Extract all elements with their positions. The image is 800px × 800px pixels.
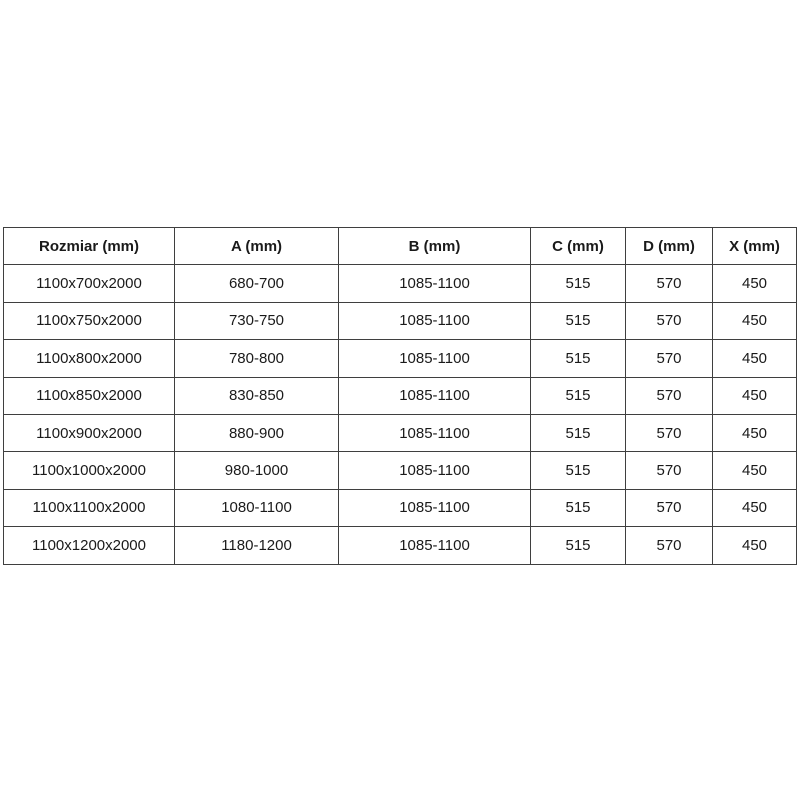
- table-cell: 450: [712, 264, 797, 303]
- table-cell: 1100x1000x2000: [3, 451, 175, 490]
- table-cell: 570: [625, 488, 713, 528]
- table-cell: 515: [530, 301, 626, 341]
- table-cell: 1180-1200: [174, 526, 339, 565]
- table-cell: 515: [530, 451, 626, 490]
- table-cell: 450: [712, 339, 797, 378]
- table-cell: 1085-1100: [338, 451, 531, 490]
- table-cell: 450: [712, 526, 797, 565]
- table-cell: 570: [625, 451, 713, 490]
- table-cell: 780-800: [174, 339, 339, 378]
- table-cell: 1085-1100: [338, 264, 531, 303]
- table-cell: 1085-1100: [338, 526, 531, 565]
- table-cell: 570: [625, 376, 713, 415]
- table-header: Rozmiar (mm) A (mm) B (mm) C (mm) D (mm) X (m…: [3, 226, 797, 266]
- table-cell: 515: [530, 376, 626, 415]
- table-cell: 1100x900x2000: [3, 413, 175, 453]
- table-cell: 450: [712, 376, 797, 415]
- table-cell: 1085-1100: [338, 413, 531, 453]
- table-cell: 1100x850x2000: [3, 376, 175, 415]
- table-cell: 570: [625, 339, 713, 378]
- column-header: A (mm): [174, 226, 339, 266]
- table-cell: 450: [712, 301, 797, 341]
- table-cell: 1085-1100: [338, 376, 531, 415]
- table-cell: 1085-1100: [338, 339, 531, 378]
- table-cell: 1100x800x2000: [3, 339, 175, 378]
- table-row: 1100x1200x2000 1180-1200 1085-1100 515 570 45…: [3, 526, 797, 565]
- table-cell: 570: [625, 526, 713, 565]
- table-cell: 880-900: [174, 413, 339, 453]
- column-header: D (mm): [625, 226, 713, 266]
- table-cell: 515: [530, 413, 626, 453]
- table-cell: 1100x700x2000: [3, 264, 175, 303]
- table-cell: 515: [530, 488, 626, 528]
- table-row: 1100x1100x2000 1080-1100 1085-1100 515 570 45…: [3, 488, 797, 528]
- table-cell: 730-750: [174, 301, 339, 341]
- table-cell: 1085-1100: [338, 301, 531, 341]
- table-cell: 515: [530, 526, 626, 565]
- table-cell: 450: [712, 413, 797, 453]
- table-cell: 980-1000: [174, 451, 339, 490]
- table-cell: 1100x1100x2000: [3, 488, 175, 528]
- table-cell: 515: [530, 339, 626, 378]
- table-cell: 570: [625, 413, 713, 453]
- column-header: C (mm): [530, 226, 626, 266]
- table-row: 1100x1000x2000 980-1000 1085-1100 515 570 450: [3, 451, 797, 490]
- size-dimensions-table: Rozmiar (mm) A (mm) B (mm) C (mm) D (mm) X (m…: [3, 226, 797, 565]
- table-cell: 830-850: [174, 376, 339, 415]
- table-cell: 570: [625, 301, 713, 341]
- table-row: 1100x850x2000 830-850 1085-1100 515 570 450: [3, 376, 797, 415]
- table-cell: 1085-1100: [338, 488, 531, 528]
- table-cell: 1080-1100: [174, 488, 339, 528]
- table-row: 1100x800x2000 780-800 1085-1100 515 570 450: [3, 339, 797, 378]
- table-cell: 680-700: [174, 264, 339, 303]
- table-cell: 450: [712, 451, 797, 490]
- table-body: 1100x700x2000 680-700 1085-1100 515 570 450 11…: [3, 264, 797, 565]
- column-header: X (mm): [712, 226, 797, 266]
- column-header: B (mm): [338, 226, 531, 266]
- table-cell: 570: [625, 264, 713, 303]
- table-cell: 1100x1200x2000: [3, 526, 175, 565]
- table-row: 1100x700x2000 680-700 1085-1100 515 570 450: [3, 264, 797, 303]
- table-cell: 1100x750x2000: [3, 301, 175, 341]
- table-cell: 450: [712, 488, 797, 528]
- header-row: Rozmiar (mm) A (mm) B (mm) C (mm) D (mm) X (m…: [3, 226, 797, 266]
- table-row: 1100x750x2000 730-750 1085-1100 515 570 450: [3, 301, 797, 341]
- table-row: 1100x900x2000 880-900 1085-1100 515 570 450: [3, 413, 797, 453]
- column-header: Rozmiar (mm): [3, 226, 175, 266]
- table-cell: 515: [530, 264, 626, 303]
